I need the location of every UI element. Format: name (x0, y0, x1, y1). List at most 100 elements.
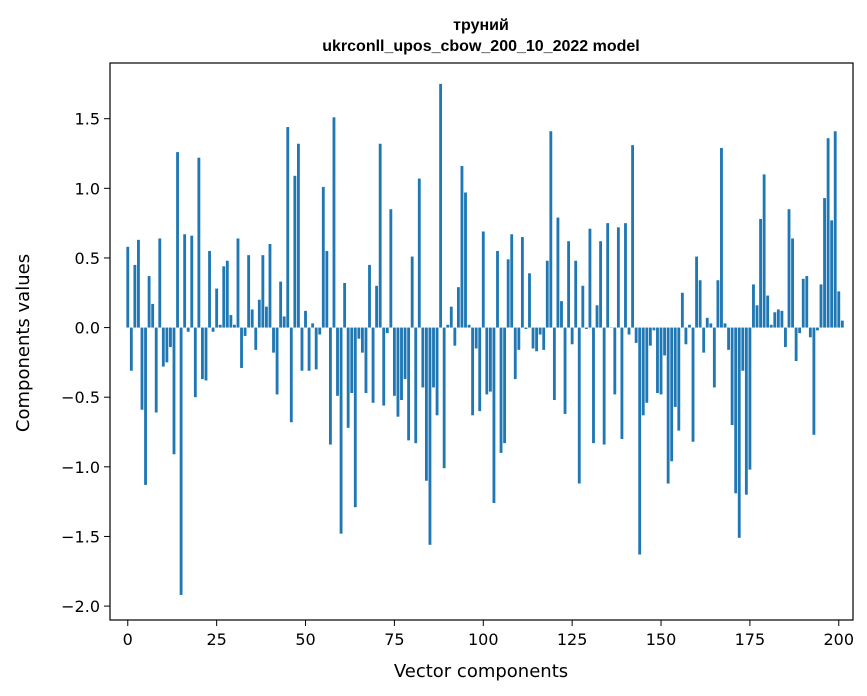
bar-160 (695, 256, 698, 328)
bar-183 (776, 309, 780, 328)
x-tick-label-7: 175 (735, 630, 766, 649)
bar-87 (435, 327, 439, 416)
x-tick-label-1: 25 (206, 630, 226, 649)
bar-74 (389, 209, 393, 328)
bar-107 (506, 259, 510, 328)
bar-116 (538, 327, 542, 335)
bar-65 (357, 327, 361, 339)
bar-102 (488, 327, 492, 392)
y-tick-label-6: 1.0 (75, 179, 100, 198)
bar-39 (265, 306, 268, 328)
bar-2 (133, 264, 137, 328)
bar-191 (805, 276, 809, 328)
bar-46 (289, 327, 293, 423)
bar-198 (830, 220, 834, 328)
bar-92 (453, 327, 457, 346)
bar-15 (179, 327, 183, 595)
x-tick-label-8: 200 (824, 630, 855, 649)
bar-148 (652, 327, 656, 331)
y-tick-label-5: 0.5 (75, 249, 100, 268)
bar-22 (204, 327, 208, 381)
bar-67 (364, 327, 368, 394)
bar-70 (375, 285, 379, 328)
bar-7 (151, 303, 155, 328)
bar-131 (592, 327, 595, 444)
bar-24 (211, 327, 215, 332)
bar-158 (688, 324, 691, 328)
plot-frame (109, 62, 854, 621)
bar-113 (528, 273, 531, 328)
bar-8 (154, 327, 158, 413)
bar-182 (773, 312, 777, 328)
bar-123 (563, 327, 567, 414)
bar-186 (787, 209, 791, 328)
bar-108 (510, 234, 514, 328)
bar-179 (762, 174, 766, 328)
bar-53 (314, 327, 318, 370)
bar-164 (709, 323, 713, 328)
bar-9 (158, 238, 162, 328)
bar-189 (798, 327, 802, 334)
bar-75 (392, 327, 396, 396)
bar-122 (560, 301, 563, 328)
bar-138 (616, 227, 620, 328)
bar-35 (250, 309, 254, 328)
bar-58 (332, 117, 336, 328)
bar-40 (268, 244, 272, 328)
bar-54 (318, 327, 322, 335)
bar-90 (446, 324, 450, 328)
bar-159 (691, 327, 695, 442)
bar-23 (208, 250, 211, 328)
bar-165 (712, 327, 716, 388)
bar-43 (279, 281, 283, 328)
x-axis-label: Vector components (394, 661, 568, 682)
bar-26 (218, 324, 222, 328)
bar-192 (808, 327, 812, 338)
bar-190 (801, 278, 805, 328)
bar-83 (421, 327, 425, 388)
bar-197 (826, 138, 830, 328)
bar-120 (552, 327, 556, 400)
bar-10 (161, 327, 165, 367)
bar-133 (599, 241, 603, 328)
bar-1 (129, 327, 133, 371)
bar-166 (716, 280, 720, 328)
bar-31 (236, 238, 240, 328)
bar-88 (439, 83, 443, 328)
x-tick-label-3: 75 (384, 630, 404, 649)
bar-76 (396, 327, 400, 417)
bar-82 (417, 178, 421, 328)
bar-194 (816, 327, 819, 331)
bar-34 (247, 255, 251, 328)
bar-181 (769, 324, 773, 328)
bar-89 (442, 327, 446, 469)
bar-62 (346, 327, 350, 428)
y-tick-label-3: −0.5 (61, 388, 100, 407)
bar-98 (474, 327, 478, 349)
bar-143 (634, 327, 638, 343)
bar-12 (169, 327, 172, 348)
bar-3 (137, 239, 140, 328)
bar-41 (272, 327, 275, 353)
bar-135 (606, 223, 610, 328)
bar-140 (624, 223, 627, 328)
bar-119 (549, 131, 553, 328)
y-tick-label-0: −2.0 (61, 597, 100, 616)
bar-141 (627, 327, 631, 335)
bar-44 (282, 316, 286, 328)
bar-128 (581, 285, 585, 328)
bar-157 (684, 327, 688, 345)
bar-185 (784, 327, 787, 348)
bar-64 (353, 327, 357, 508)
bar-4 (140, 327, 144, 410)
bar-139 (620, 327, 624, 439)
x-tick-label-5: 125 (557, 630, 588, 649)
x-tick-label-4: 100 (468, 630, 499, 649)
bar-201 (840, 320, 844, 328)
bar-104 (496, 250, 499, 328)
bar-173 (741, 327, 745, 371)
bar-97 (471, 327, 475, 416)
bar-168 (723, 323, 727, 328)
bar-85 (428, 327, 432, 545)
bar-86 (432, 327, 435, 388)
